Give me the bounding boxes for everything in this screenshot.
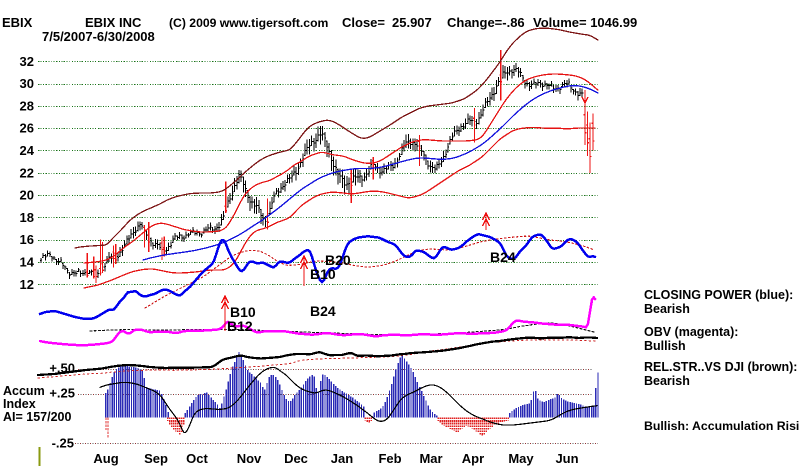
svg-text:Close=: Close= bbox=[342, 15, 385, 30]
svg-text:Volume= 1046.99: Volume= 1046.99 bbox=[533, 15, 637, 30]
svg-text:18: 18 bbox=[20, 210, 34, 225]
svg-text:Bullish: Accumulation Rising: Bullish: Accumulation Rising bbox=[644, 419, 800, 433]
svg-text:Nov: Nov bbox=[237, 451, 262, 466]
svg-text:Bearish: Bearish bbox=[644, 302, 690, 316]
svg-text:OBV (magenta):: OBV (magenta): bbox=[644, 325, 738, 339]
svg-text:AI= 157/200: AI= 157/200 bbox=[3, 410, 72, 424]
svg-text:16: 16 bbox=[20, 232, 34, 247]
svg-text:Change=-.86: Change=-.86 bbox=[447, 15, 525, 30]
svg-text:7/5/2007-6/30/2008: 7/5/2007-6/30/2008 bbox=[42, 29, 155, 44]
svg-text:Accum: Accum bbox=[3, 384, 45, 398]
svg-text:Apr: Apr bbox=[462, 451, 484, 466]
svg-text:Oct: Oct bbox=[186, 451, 208, 466]
svg-text:Mar: Mar bbox=[419, 451, 442, 466]
svg-text:REL.STR..VS DJI (brown):: REL.STR..VS DJI (brown): bbox=[644, 360, 797, 374]
svg-text:Feb: Feb bbox=[378, 451, 401, 466]
svg-text:-.25: -.25 bbox=[52, 436, 74, 451]
svg-text:26: 26 bbox=[20, 121, 34, 136]
svg-text:B10: B10 bbox=[230, 304, 256, 320]
svg-text:CLOSING POWER (blue):: CLOSING POWER (blue): bbox=[644, 288, 793, 302]
svg-text:Bearish: Bearish bbox=[644, 374, 690, 388]
svg-text:Jun: Jun bbox=[555, 451, 578, 466]
svg-text:EBIX INC: EBIX INC bbox=[85, 15, 142, 30]
svg-text:20: 20 bbox=[20, 188, 34, 203]
svg-text:28: 28 bbox=[20, 98, 34, 113]
svg-text:B24: B24 bbox=[490, 249, 516, 265]
svg-text:EBIX: EBIX bbox=[2, 15, 33, 30]
svg-text:Sep: Sep bbox=[144, 451, 168, 466]
svg-text:May: May bbox=[508, 451, 534, 466]
svg-text:Bullish: Bullish bbox=[644, 339, 686, 353]
svg-text:Index: Index bbox=[3, 397, 36, 411]
svg-text:14: 14 bbox=[20, 255, 35, 270]
svg-text:24: 24 bbox=[20, 143, 35, 158]
svg-text:Jan: Jan bbox=[331, 451, 353, 466]
svg-text:B10: B10 bbox=[310, 266, 336, 282]
svg-text:(C) 2009 www.tigersoft.com: (C) 2009 www.tigersoft.com bbox=[169, 16, 329, 30]
svg-text:30: 30 bbox=[20, 76, 34, 91]
svg-text:22: 22 bbox=[20, 165, 34, 180]
svg-text:32: 32 bbox=[20, 54, 34, 69]
svg-text:B20: B20 bbox=[325, 252, 351, 268]
svg-text:B12: B12 bbox=[227, 318, 253, 334]
svg-text:+.25: +.25 bbox=[49, 386, 75, 401]
svg-text:Aug: Aug bbox=[93, 451, 118, 466]
svg-text:25.907: 25.907 bbox=[392, 15, 432, 30]
svg-text:+.50: +.50 bbox=[49, 361, 75, 376]
svg-text:Dec: Dec bbox=[284, 451, 308, 466]
svg-text:12: 12 bbox=[20, 277, 34, 292]
svg-text:B24: B24 bbox=[310, 303, 336, 319]
